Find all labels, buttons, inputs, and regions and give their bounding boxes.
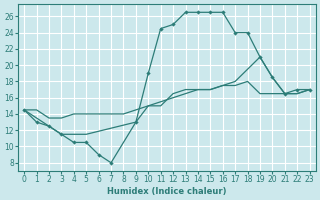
X-axis label: Humidex (Indice chaleur): Humidex (Indice chaleur) — [107, 187, 227, 196]
